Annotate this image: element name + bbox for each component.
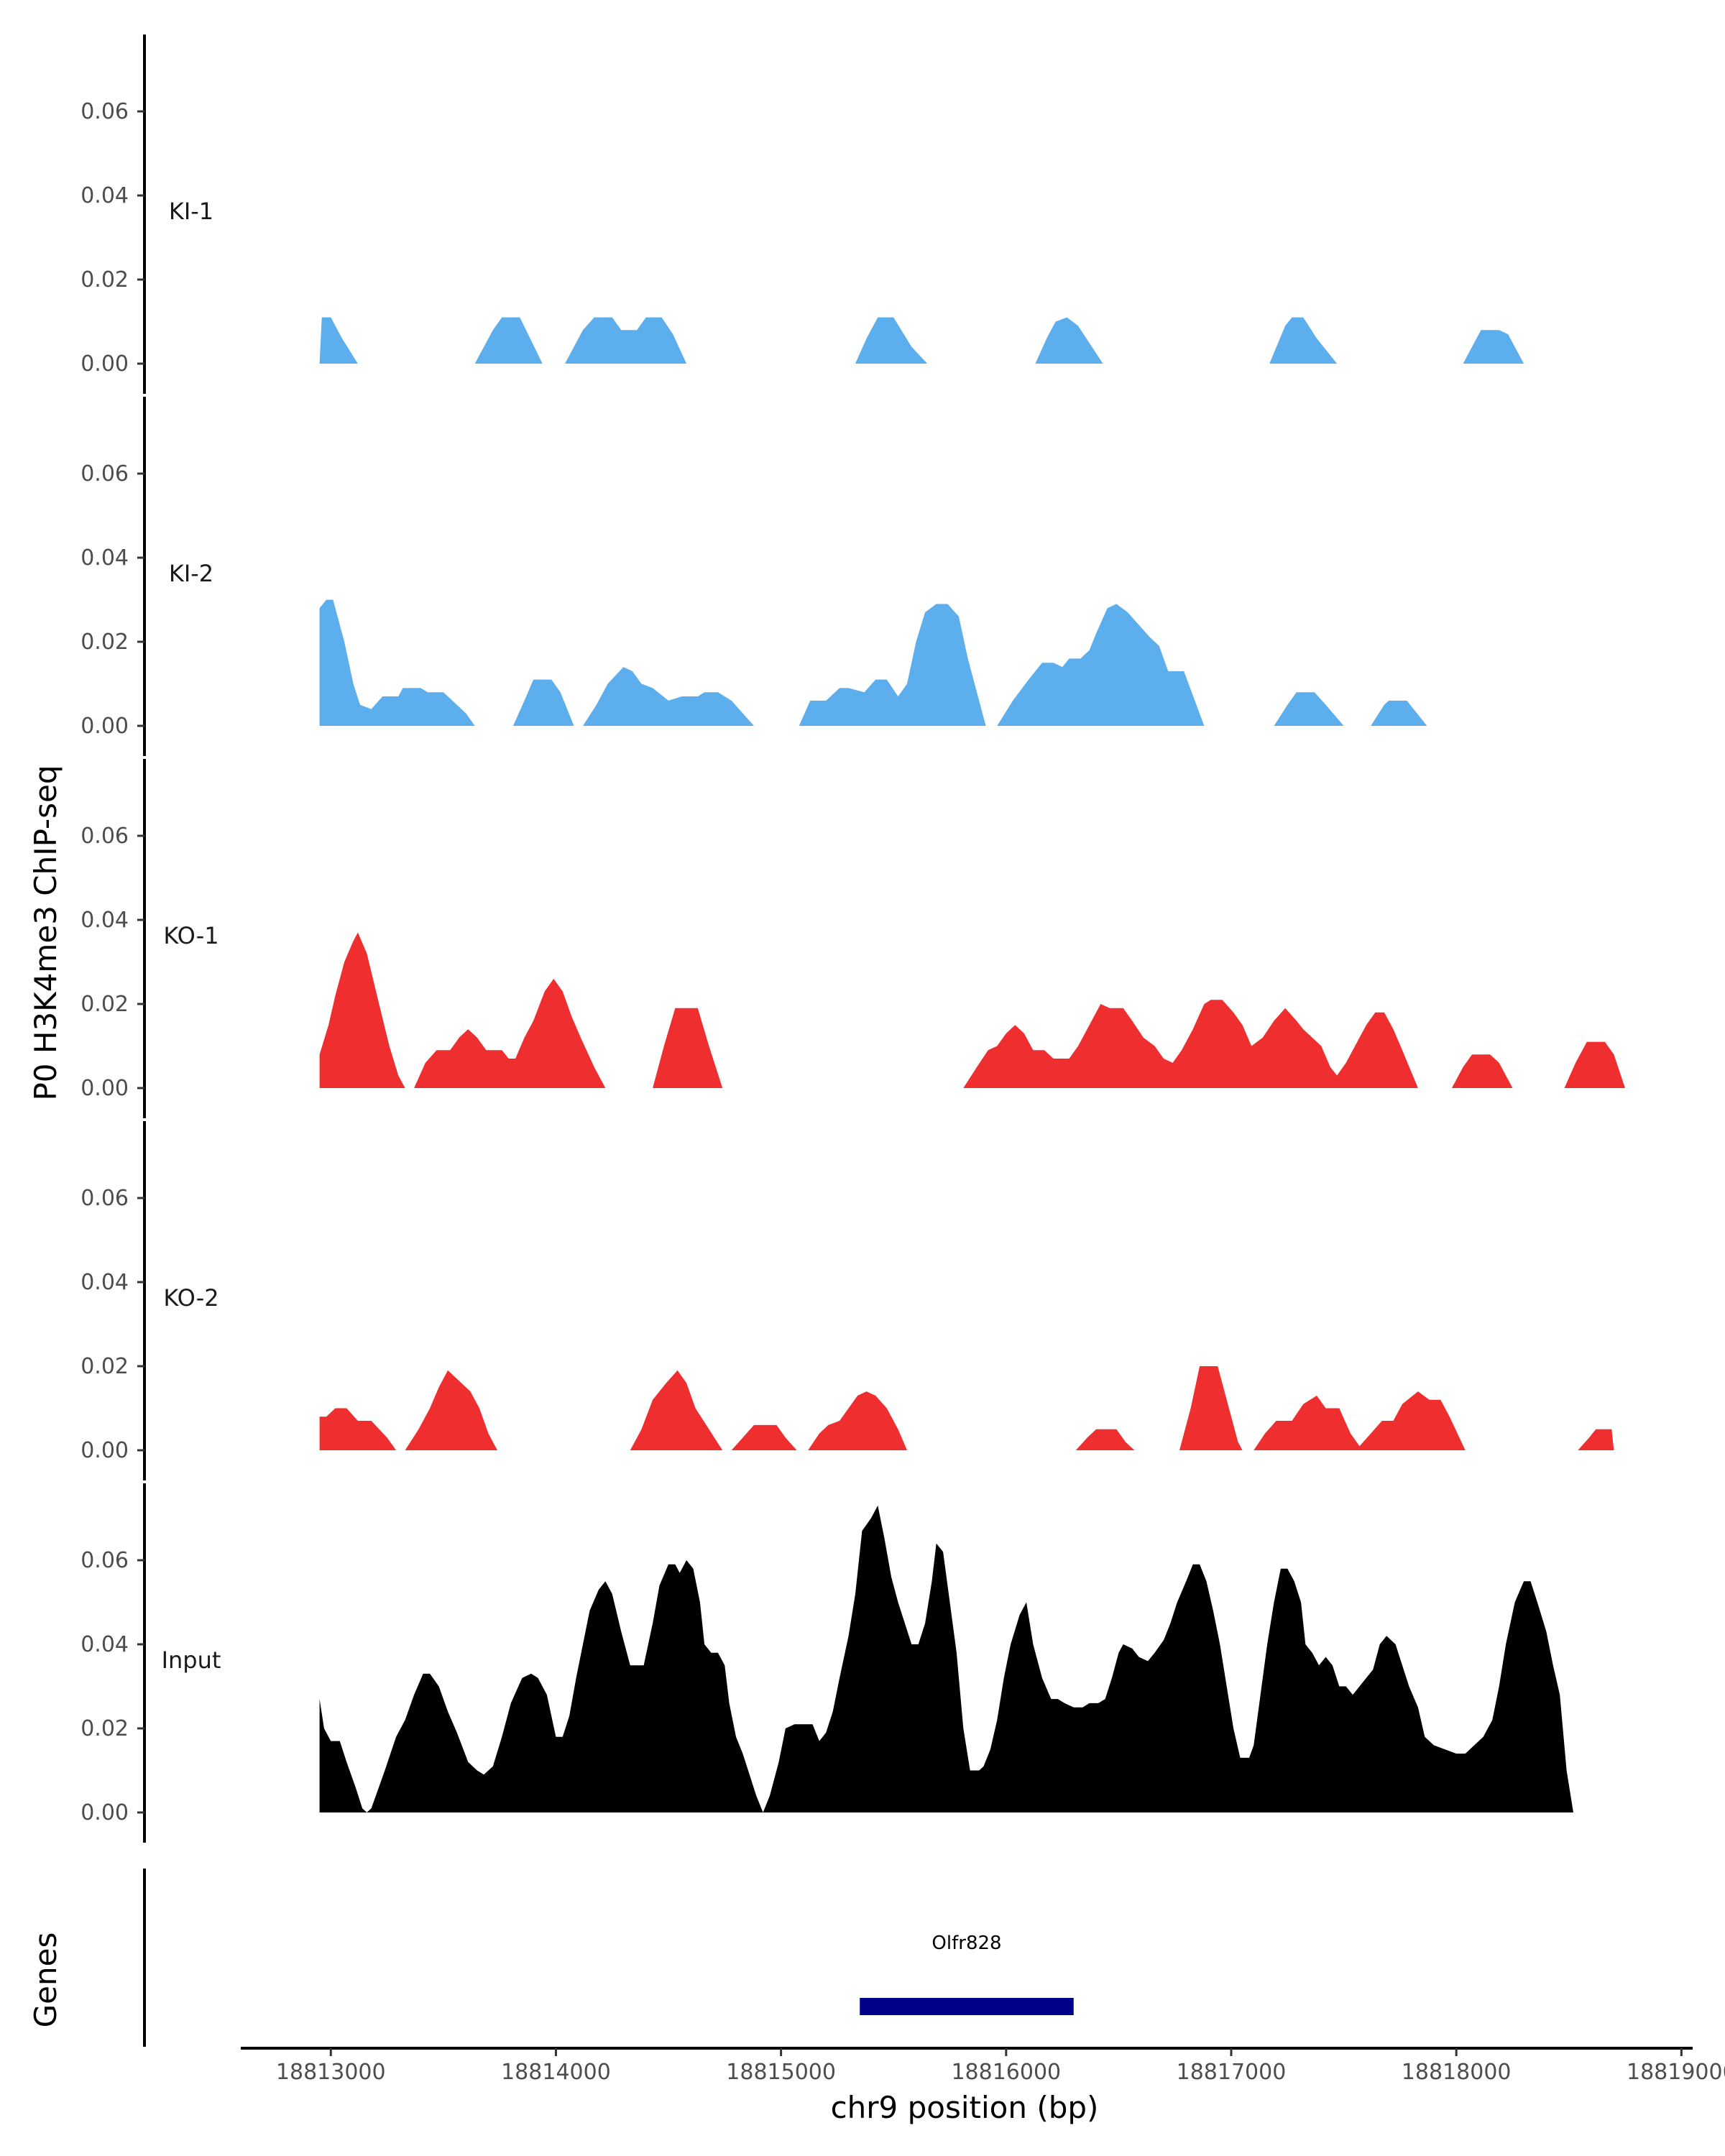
tracks-layer: 0.00 0.02 0.04 0.06 KI-1 0.00 0.02 0.04 0.06 KI-2… — [80, 34, 1625, 1843]
track-panel-input: 0.00 0.02 0.04 0.06 Input — [80, 1483, 1574, 1843]
y-tick-label: 0.04 — [80, 1270, 129, 1295]
gene-label: Olfr828 — [932, 1932, 1001, 1954]
signal-peak — [1179, 1366, 1243, 1450]
x-tick-label: 18815000 — [726, 2060, 836, 2085]
y-tick-label: 0.06 — [80, 1186, 129, 1211]
y-tick-label: 0.02 — [80, 1354, 129, 1379]
y-tick-label: 0.00 — [80, 1438, 129, 1463]
y-tick-label: 0.06 — [80, 461, 129, 487]
signal-peak — [319, 1505, 1574, 1812]
track-label: KI-2 — [169, 560, 213, 587]
genes-axis-title: Genes — [28, 1932, 63, 2028]
y-axis-title: P0 H3K4me3 ChIP-seq — [28, 765, 63, 1100]
track-panel-ko-1: 0.00 0.02 0.04 0.06 KO-1 — [80, 759, 1625, 1118]
signal-peak — [319, 932, 405, 1088]
track-panel-ki-1: 0.00 0.02 0.04 0.06 KI-1 — [80, 34, 1524, 394]
signal-peak — [319, 1408, 397, 1450]
signal-peak — [1463, 330, 1524, 364]
signal-peak — [997, 604, 1205, 726]
signal-peak — [565, 317, 687, 364]
y-tick-label: 0.04 — [80, 183, 129, 208]
y-tick-label: 0.04 — [80, 1632, 129, 1657]
signal-peak — [405, 1370, 497, 1450]
track-panel-ko-2: 0.00 0.02 0.04 0.06 KO-2 — [80, 1121, 1614, 1480]
x-tick-label: 18817000 — [1177, 2060, 1287, 2085]
genes-panel: Olfr828 — [143, 1869, 1074, 2047]
y-tick-label: 0.02 — [80, 1716, 129, 1741]
y-tick-label: 0.00 — [80, 1076, 129, 1101]
x-axis: 18813000 18814000 18815000 18816000 18817000… — [241, 2047, 1725, 2085]
track-label: KO-1 — [163, 922, 218, 949]
signal-peak — [1451, 1054, 1513, 1088]
signal-peak — [319, 599, 475, 726]
x-tick-label: 18818000 — [1402, 2060, 1512, 2085]
signal-peak — [512, 679, 574, 726]
signal-peak — [319, 317, 358, 364]
track-label: KO-2 — [163, 1284, 218, 1312]
y-tick-label: 0.06 — [80, 824, 129, 849]
signal-peak — [1075, 1429, 1135, 1450]
gene-bar — [860, 1998, 1074, 2015]
signal-peak — [1371, 700, 1427, 726]
y-tick-label: 0.02 — [80, 992, 129, 1017]
signal-peak — [474, 317, 543, 364]
x-tick-label: 18816000 — [951, 2060, 1061, 2085]
signal-peak — [808, 1391, 907, 1450]
signal-peak — [630, 1370, 723, 1450]
signal-peak — [1564, 1041, 1625, 1088]
y-tick-label: 0.02 — [80, 630, 129, 655]
signal-peak — [653, 1008, 723, 1088]
x-tick-label: 18819000 — [1627, 2060, 1725, 2085]
signal-peak — [1269, 317, 1338, 364]
y-tick-label: 0.04 — [80, 545, 129, 571]
signal-peak — [414, 978, 606, 1088]
signal-peak — [1254, 1391, 1466, 1450]
signal-peak — [855, 317, 928, 364]
track-label: Input — [162, 1646, 221, 1674]
signal-peak — [731, 1424, 797, 1450]
y-tick-label: 0.04 — [80, 908, 129, 933]
signal-peak — [1578, 1429, 1614, 1450]
y-tick-label: 0.00 — [80, 1800, 129, 1825]
y-tick-label: 0.02 — [80, 267, 129, 292]
signal-peak — [963, 1000, 1418, 1088]
x-tick-label: 18814000 — [501, 2060, 611, 2085]
track-panel-ki-2: 0.00 0.02 0.04 0.06 KI-2 — [80, 397, 1427, 756]
y-tick-label: 0.00 — [80, 351, 129, 377]
signal-peak — [1274, 692, 1344, 726]
signal-peak — [583, 667, 754, 726]
track-label: KI-1 — [169, 198, 213, 225]
signal-peak — [1035, 317, 1103, 364]
signal-peak — [799, 604, 986, 726]
y-tick-label: 0.00 — [80, 714, 129, 739]
y-tick-label: 0.06 — [80, 99, 129, 124]
x-axis-title: chr9 position (bp) — [831, 2090, 1099, 2125]
x-tick-label: 18813000 — [276, 2060, 386, 2085]
y-tick-label: 0.06 — [80, 1548, 129, 1573]
